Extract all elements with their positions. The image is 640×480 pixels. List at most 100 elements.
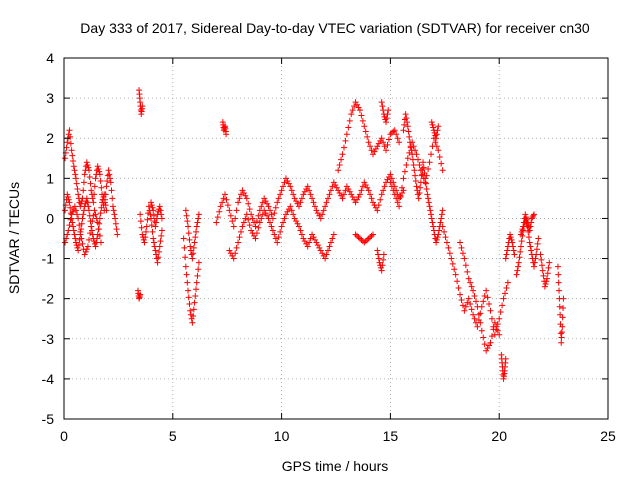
data-point xyxy=(78,226,85,233)
data-point xyxy=(251,232,258,239)
data-point xyxy=(81,171,88,178)
data-point xyxy=(237,191,244,198)
data-point xyxy=(287,183,294,190)
data-point xyxy=(387,131,394,138)
data-point xyxy=(233,244,240,251)
data-point xyxy=(351,103,358,110)
data-point xyxy=(461,255,468,262)
data-point xyxy=(300,191,307,198)
data-point xyxy=(474,323,481,330)
data-point xyxy=(503,284,510,291)
data-point xyxy=(383,147,390,154)
data-point xyxy=(372,145,379,152)
data-point xyxy=(297,227,304,234)
data-point xyxy=(531,263,538,270)
data-point xyxy=(314,242,321,249)
data-point xyxy=(66,127,73,134)
data-point xyxy=(526,227,533,234)
data-point xyxy=(193,228,200,235)
data-point xyxy=(282,211,289,218)
data-point xyxy=(90,199,97,206)
x-tick-label: 20 xyxy=(491,428,507,444)
data-point xyxy=(383,115,390,122)
data-point xyxy=(354,101,361,108)
data-point xyxy=(467,301,474,308)
data-point xyxy=(465,275,472,282)
data-point xyxy=(415,195,422,202)
data-point xyxy=(439,207,446,214)
data-point xyxy=(494,327,501,334)
data-point xyxy=(184,218,191,225)
data-point xyxy=(449,260,456,267)
data-point xyxy=(96,168,103,175)
data-point xyxy=(271,231,278,238)
data-point xyxy=(68,147,75,154)
x-axis-title: GPS time / hours xyxy=(282,458,389,474)
data-point xyxy=(433,135,440,142)
data-point xyxy=(405,128,412,135)
data-point xyxy=(233,207,240,214)
data-point xyxy=(153,219,160,226)
data-point xyxy=(541,283,548,290)
data-point xyxy=(438,215,445,222)
data-point xyxy=(78,220,85,227)
data-point xyxy=(150,207,157,214)
data-point xyxy=(153,215,160,222)
data-point xyxy=(310,234,317,241)
data-point xyxy=(66,199,73,206)
data-point xyxy=(326,191,333,198)
data-point xyxy=(235,199,242,206)
data-point xyxy=(71,167,78,174)
data-point xyxy=(91,183,98,190)
data-point xyxy=(414,191,421,198)
data-point xyxy=(429,219,436,226)
data-point xyxy=(140,236,147,243)
data-point xyxy=(109,203,116,210)
data-point xyxy=(282,175,289,182)
data-point xyxy=(538,256,545,263)
data-point xyxy=(258,203,265,210)
data-point xyxy=(232,250,239,257)
data-point xyxy=(156,206,163,213)
data-point xyxy=(426,159,433,166)
data-point xyxy=(195,266,202,273)
data-point xyxy=(288,187,295,194)
data-point xyxy=(294,220,301,227)
data-point xyxy=(213,219,220,226)
data-point xyxy=(539,267,546,274)
data-point xyxy=(452,271,459,278)
data-point xyxy=(277,228,284,235)
data-point xyxy=(438,160,445,167)
data-point xyxy=(97,210,104,217)
data-point xyxy=(101,191,108,198)
data-point xyxy=(345,186,352,193)
data-point xyxy=(189,255,196,262)
data-point xyxy=(462,262,469,269)
data-point xyxy=(330,231,337,238)
data-point xyxy=(83,246,90,253)
data-point xyxy=(81,251,88,258)
data-point xyxy=(497,309,504,316)
data-point xyxy=(560,305,567,312)
data-point xyxy=(320,252,327,259)
data-point xyxy=(290,211,297,218)
data-point xyxy=(294,200,301,207)
data-point xyxy=(85,164,92,171)
data-point xyxy=(240,219,247,226)
data-point xyxy=(364,236,371,243)
data-point xyxy=(66,222,73,229)
data-point xyxy=(307,235,314,242)
data-point xyxy=(158,211,165,218)
data-point xyxy=(84,161,91,168)
data-point xyxy=(520,223,527,230)
data-point xyxy=(388,183,395,190)
data-point xyxy=(477,310,484,317)
data-point xyxy=(526,239,533,246)
data-point xyxy=(150,212,157,219)
data-point xyxy=(301,188,308,195)
data-point xyxy=(94,235,101,242)
data-point xyxy=(151,243,158,250)
data-point xyxy=(424,191,431,198)
data-point xyxy=(379,103,386,110)
data-point xyxy=(355,234,362,241)
